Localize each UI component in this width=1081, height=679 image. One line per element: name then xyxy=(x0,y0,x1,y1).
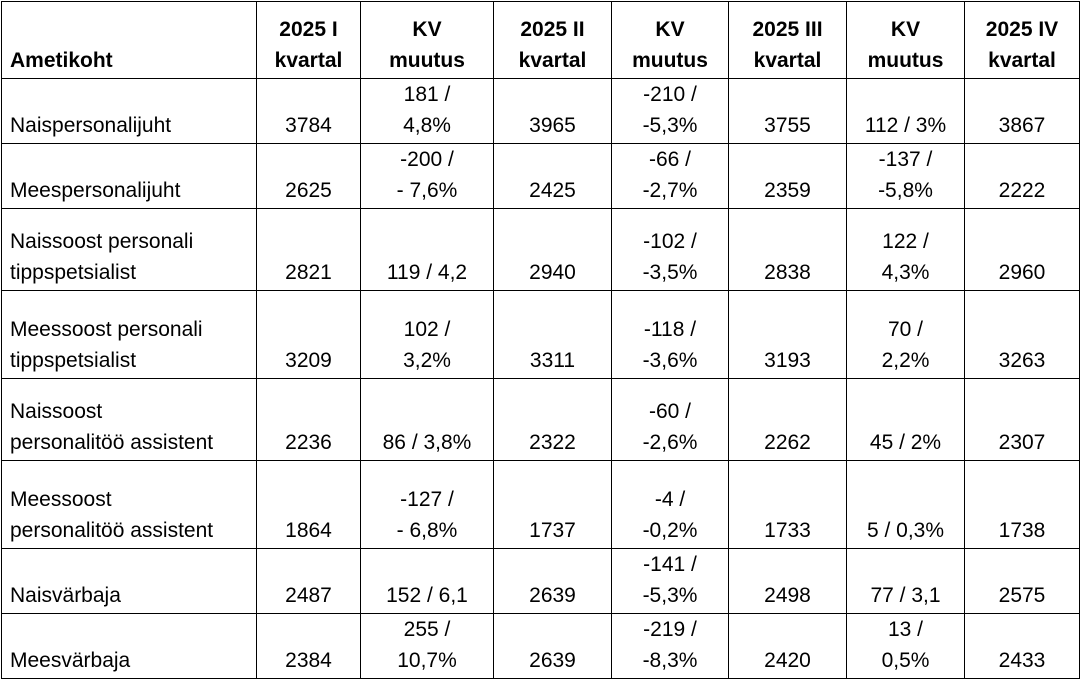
value-cell: 2639 xyxy=(493,548,612,614)
value-cell: 2384 xyxy=(256,613,361,679)
value-cell: 2575 xyxy=(964,548,1080,614)
table-row: Naissoost personalitöö assistent 2236 86… xyxy=(1,378,1080,461)
change-cell: -137 / -5,8% xyxy=(846,143,965,209)
change-cell: 5 / 0,3% xyxy=(846,460,965,549)
position-cell: Meespersonalijuht xyxy=(1,143,257,209)
header-position: Ametikoht xyxy=(1,1,257,79)
value-cell: 3755 xyxy=(728,78,847,144)
value-cell: 3867 xyxy=(964,78,1080,144)
position-cell: Naissoost personalitöö assistent xyxy=(1,378,257,461)
table-row: Naissoost personali tippspetsialist 2821… xyxy=(1,208,1080,291)
change-cell: -219 / -8,3% xyxy=(611,613,729,679)
change-cell: 70 / 2,2% xyxy=(846,290,965,379)
change-cell: -141 / -5,3% xyxy=(611,548,729,614)
change-cell: 181 / 4,8% xyxy=(360,78,494,144)
value-cell: 2359 xyxy=(728,143,847,209)
change-cell: 45 / 2% xyxy=(846,378,965,461)
change-cell: 255 / 10,7% xyxy=(360,613,494,679)
header-q4: 2025 IV kvartal xyxy=(964,1,1080,79)
value-cell: 2322 xyxy=(493,378,612,461)
value-cell: 2838 xyxy=(728,208,847,291)
change-cell: -200 / - 7,6% xyxy=(360,143,494,209)
change-cell: -118 / -3,6% xyxy=(611,290,729,379)
change-cell: 13 / 0,5% xyxy=(846,613,965,679)
value-cell: 2940 xyxy=(493,208,612,291)
table-row: Meessoost personali tippspetsialist 3209… xyxy=(1,290,1080,379)
value-cell: 3311 xyxy=(493,290,612,379)
table-row: Meespersonalijuht 2625 -200 / - 7,6% 242… xyxy=(1,143,1080,209)
change-cell: 77 / 3,1 xyxy=(846,548,965,614)
value-cell: 2236 xyxy=(256,378,361,461)
position-cell: Meessoost personali tippspetsialist xyxy=(1,290,257,379)
header-change-q3-q4: KV muutus xyxy=(846,1,965,79)
value-cell: 2498 xyxy=(728,548,847,614)
value-cell: 2821 xyxy=(256,208,361,291)
change-cell: 86 / 3,8% xyxy=(360,378,494,461)
change-cell: -4 / -0,2% xyxy=(611,460,729,549)
change-cell: -60 / -2,6% xyxy=(611,378,729,461)
value-cell: 2487 xyxy=(256,548,361,614)
value-cell: 2625 xyxy=(256,143,361,209)
position-cell: Meesvärbaja xyxy=(1,613,257,679)
position-cell: Naisvärbaja xyxy=(1,548,257,614)
change-cell: -210 / -5,3% xyxy=(611,78,729,144)
value-cell: 3263 xyxy=(964,290,1080,379)
change-cell: 122 / 4,3% xyxy=(846,208,965,291)
value-cell: 2307 xyxy=(964,378,1080,461)
header-q2: 2025 II kvartal xyxy=(493,1,612,79)
value-cell: 3965 xyxy=(493,78,612,144)
table-row: Naispersonalijuht 3784 181 / 4,8% 3965 -… xyxy=(1,78,1080,144)
value-cell: 2433 xyxy=(964,613,1080,679)
header-q1: 2025 I kvartal xyxy=(256,1,361,79)
change-cell: -102 / -3,5% xyxy=(611,208,729,291)
position-cell: Naispersonalijuht xyxy=(1,78,257,144)
change-cell: -66 / -2,7% xyxy=(611,143,729,209)
value-cell: 2960 xyxy=(964,208,1080,291)
position-cell: Naissoost personali tippspetsialist xyxy=(1,208,257,291)
table-row: Meessoost personalitöö assistent 1864 -1… xyxy=(1,460,1080,549)
value-cell: 3193 xyxy=(728,290,847,379)
change-cell: 119 / 4,2 xyxy=(360,208,494,291)
position-cell: Meessoost personalitöö assistent xyxy=(1,460,257,549)
header-row: Ametikoht 2025 I kvartal KV muutus 2025 … xyxy=(1,1,1080,79)
value-cell: 2222 xyxy=(964,143,1080,209)
value-cell: 3784 xyxy=(256,78,361,144)
table-row: Naisvärbaja 2487 152 / 6,1 2639 -141 / -… xyxy=(1,548,1080,614)
change-cell: 152 / 6,1 xyxy=(360,548,494,614)
header-q3: 2025 III kvartal xyxy=(728,1,847,79)
table-row: Meesvärbaja 2384 255 / 10,7% 2639 -219 /… xyxy=(1,613,1080,679)
value-cell: 3209 xyxy=(256,290,361,379)
value-cell: 1738 xyxy=(964,460,1080,549)
value-cell: 2639 xyxy=(493,613,612,679)
value-cell: 1737 xyxy=(493,460,612,549)
header-change-q2-q3: KV muutus xyxy=(611,1,729,79)
change-cell: 102 / 3,2% xyxy=(360,290,494,379)
value-cell: 2262 xyxy=(728,378,847,461)
change-cell: 112 / 3% xyxy=(846,78,965,144)
value-cell: 2420 xyxy=(728,613,847,679)
change-cell: -127 / - 6,8% xyxy=(360,460,494,549)
value-cell: 1733 xyxy=(728,460,847,549)
value-cell: 1864 xyxy=(256,460,361,549)
header-change-q1-q2: KV muutus xyxy=(360,1,494,79)
value-cell: 2425 xyxy=(493,143,612,209)
